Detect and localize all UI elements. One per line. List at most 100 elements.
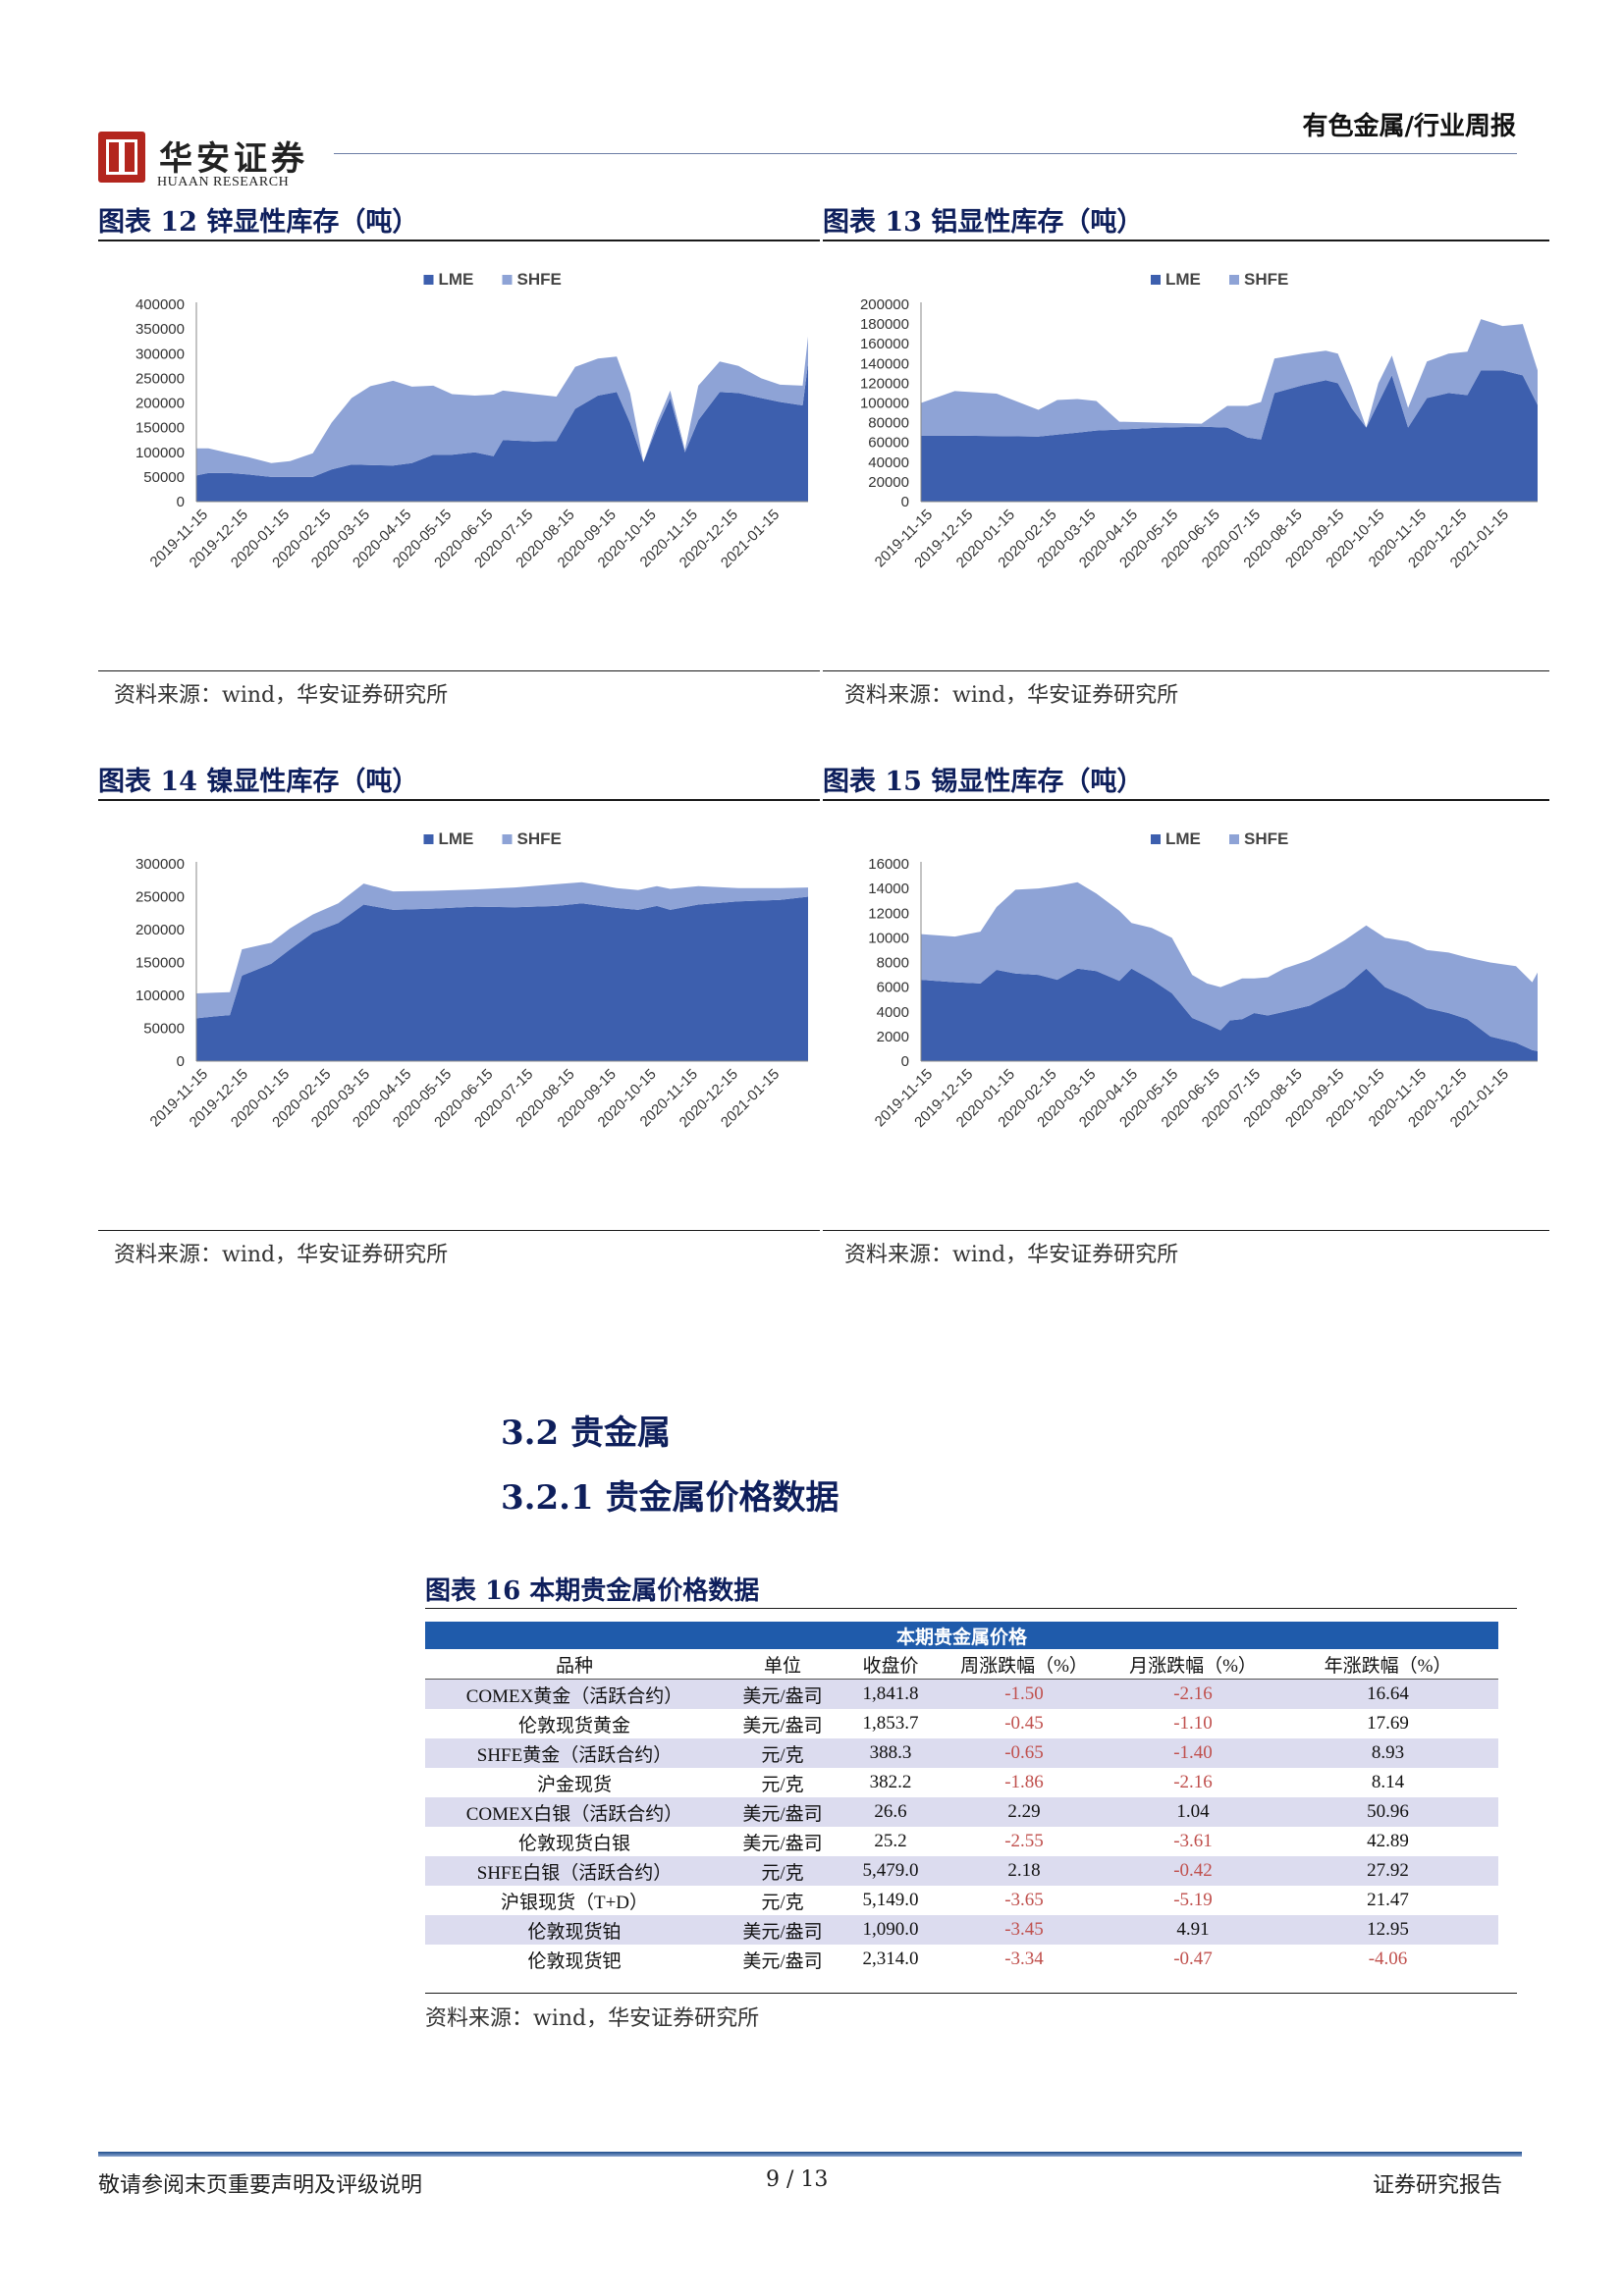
figure-15-caption: 图表 15 锡显性库存（吨） xyxy=(823,767,1144,797)
table-cell: 沪金现货 xyxy=(536,1774,612,1795)
table-cell: 沪银现货（T+D） xyxy=(500,1892,649,1913)
area-series-lme xyxy=(921,968,1538,1061)
table-cell: 8.14 xyxy=(1371,1772,1405,1792)
table-cell: -0.47 xyxy=(1173,1949,1213,1969)
y-tick-label: 0 xyxy=(901,1053,909,1070)
chart-legend: LME SHFE xyxy=(423,829,562,848)
precious-metals-price-table-wrap: 本期贵金属价格 品种 单位 收盘价 周涨跌幅（%） 月涨跌幅（%） 年涨跌幅（%） COM… xyxy=(425,1622,1498,1974)
table-cell: -1.40 xyxy=(1109,1738,1277,1768)
y-tick-label: 400000 xyxy=(135,296,185,313)
area-series-lme xyxy=(196,896,808,1061)
table-band-title: 本期贵金属价格 xyxy=(425,1622,1498,1649)
y-tick-label: 250000 xyxy=(135,889,185,906)
figure-15-bottom-rule xyxy=(823,1230,1549,1231)
table-cell: 382.2 xyxy=(869,1772,912,1792)
table-cell: 伦敦现货黄金 xyxy=(517,1715,630,1736)
y-tick-label: 140000 xyxy=(860,355,909,372)
figure-12-caption: 图表 12 锌显性库存（吨） xyxy=(98,207,419,238)
table-cell: 50.96 xyxy=(1277,1797,1498,1827)
legend-swatch-lme xyxy=(1151,275,1161,285)
figure-13-source: 资料来源：wind，华安证券研究所 xyxy=(844,683,1179,708)
table-cell: 元/克 xyxy=(724,1856,841,1886)
table-cell: 1,841.8 xyxy=(841,1679,940,1709)
table-column-header: 周涨跌幅（%） xyxy=(940,1649,1109,1680)
legend-swatch-shfe xyxy=(502,834,513,844)
table-cell: 16.64 xyxy=(1277,1679,1498,1709)
y-tick-label: 120000 xyxy=(860,375,909,392)
area-series-shfe xyxy=(921,881,1538,1051)
legend-label-lme: LME xyxy=(439,829,474,848)
y-tick-label: 100000 xyxy=(135,988,185,1004)
nickel-inventory-chart: LME SHFE 0 50000 100000 150000 200000 250000 300… xyxy=(135,829,808,1131)
table-cell: 元/克 xyxy=(724,1738,841,1768)
legend-swatch-shfe xyxy=(1229,275,1239,285)
y-tick-label: 2000 xyxy=(877,1029,909,1045)
chart-legend: LME SHFE xyxy=(1151,829,1288,848)
y-tick-label: 14000 xyxy=(868,881,909,897)
figure-14-bottom-rule xyxy=(98,1230,820,1231)
table-cell: SHFE黄金（活跃合约） xyxy=(425,1738,724,1768)
figure-15-top-rule xyxy=(823,799,1549,801)
table-cell: 美元/盎司 xyxy=(724,1679,841,1709)
y-tick-label: 10000 xyxy=(868,930,909,946)
table-cell: 12.95 xyxy=(1277,1915,1498,1945)
y-tick-label: 0 xyxy=(177,494,185,510)
y-tick-label: 4000 xyxy=(877,1004,909,1021)
figure-15-source: 资料来源：wind，华安证券研究所 xyxy=(844,1243,1179,1267)
area-series-lme xyxy=(921,370,1538,502)
legend-swatch-shfe xyxy=(502,275,513,285)
legend-swatch-shfe xyxy=(1229,834,1239,844)
table-cell: 2.29 xyxy=(940,1797,1109,1827)
y-tick-label: 300000 xyxy=(135,856,185,873)
table-cell: 美元/盎司 xyxy=(742,1833,823,1854)
table-row: COMEX黄金（活跃合约） 美元/盎司 1,841.8 -1.50 -2.16 16.64 xyxy=(425,1679,1498,1709)
y-tick-label: 200000 xyxy=(860,296,909,313)
table-cell: 元/克 xyxy=(761,1774,804,1795)
table-cell: -3.65 xyxy=(1004,1890,1044,1910)
header-divider xyxy=(334,153,1517,154)
table-cell: -1.10 xyxy=(1173,1713,1213,1734)
table-cell: -1.86 xyxy=(1004,1772,1044,1792)
tin-inventory-chart: LME SHFE 0 2000 4000 6000 8000 10000 12000 14000 1… xyxy=(868,829,1538,1131)
section-heading-precious-metals: 3.2 贵金属 xyxy=(501,1414,671,1453)
table-cell: 17.69 xyxy=(1367,1713,1409,1734)
table-cell: 美元/盎司 xyxy=(742,1950,823,1972)
table-cell: -0.42 xyxy=(1109,1856,1277,1886)
table-cell: -1.50 xyxy=(940,1679,1109,1709)
table-cell: COMEX白银（活跃合约） xyxy=(425,1797,724,1827)
figure-13-caption: 图表 13 铝显性库存（吨） xyxy=(823,207,1144,238)
legend-swatch-lme xyxy=(423,834,434,844)
y-tick-label: 100000 xyxy=(135,445,185,461)
y-tick-label: 160000 xyxy=(860,336,909,352)
table-cell: -4.06 xyxy=(1368,1949,1408,1969)
area-series-shfe xyxy=(196,881,808,1019)
logo-english-name: HUAAN RESEARCH xyxy=(157,175,290,189)
y-tick-label: 60000 xyxy=(868,435,909,452)
table-cell: -0.45 xyxy=(1004,1713,1044,1734)
table-row: 沪金现货 元/克 382.2 -1.86 -2.16 8.14 xyxy=(425,1768,1498,1797)
table-cell: -2.55 xyxy=(1004,1831,1044,1851)
y-tick-label: 50000 xyxy=(143,1021,185,1038)
y-tick-label: 300000 xyxy=(135,346,185,362)
table-cell: 伦敦现货钯 xyxy=(527,1950,622,1972)
figure-16-bottom-rule xyxy=(425,1993,1517,1994)
figure-12-top-rule xyxy=(98,240,820,241)
table-row: SHFE白银（活跃合约） 元/克 5,479.0 2.18 -0.42 27.92 xyxy=(425,1856,1498,1886)
table-cell: -5.19 xyxy=(1173,1890,1213,1910)
table-cell: 4.91 xyxy=(1109,1915,1277,1945)
logo-chinese-name: 华安证券 xyxy=(159,139,308,179)
table-cell: 27.92 xyxy=(1277,1856,1498,1886)
y-tick-label: 150000 xyxy=(135,955,185,972)
table-cell: 5,149.0 xyxy=(862,1890,919,1910)
table-cell: 元/克 xyxy=(761,1892,804,1913)
table-cell: 1,090.0 xyxy=(841,1915,940,1945)
table-cell: 2.18 xyxy=(940,1856,1109,1886)
figure-14-top-rule xyxy=(98,799,820,801)
aluminum-inventory-chart: LME SHFE 0 20000 40000 60000 80000 100000 120000… xyxy=(860,270,1538,571)
table-cell: 伦敦现货铂 xyxy=(425,1915,724,1945)
table-row: SHFE黄金（活跃合约） 元/克 388.3 -0.65 -1.40 8.93 xyxy=(425,1738,1498,1768)
figure-13-bottom-rule xyxy=(823,670,1549,671)
footer-report-type: 证券研究报告 xyxy=(1373,2173,1503,2198)
y-tick-label: 50000 xyxy=(143,469,185,486)
legend-label-lme: LME xyxy=(1165,829,1201,848)
